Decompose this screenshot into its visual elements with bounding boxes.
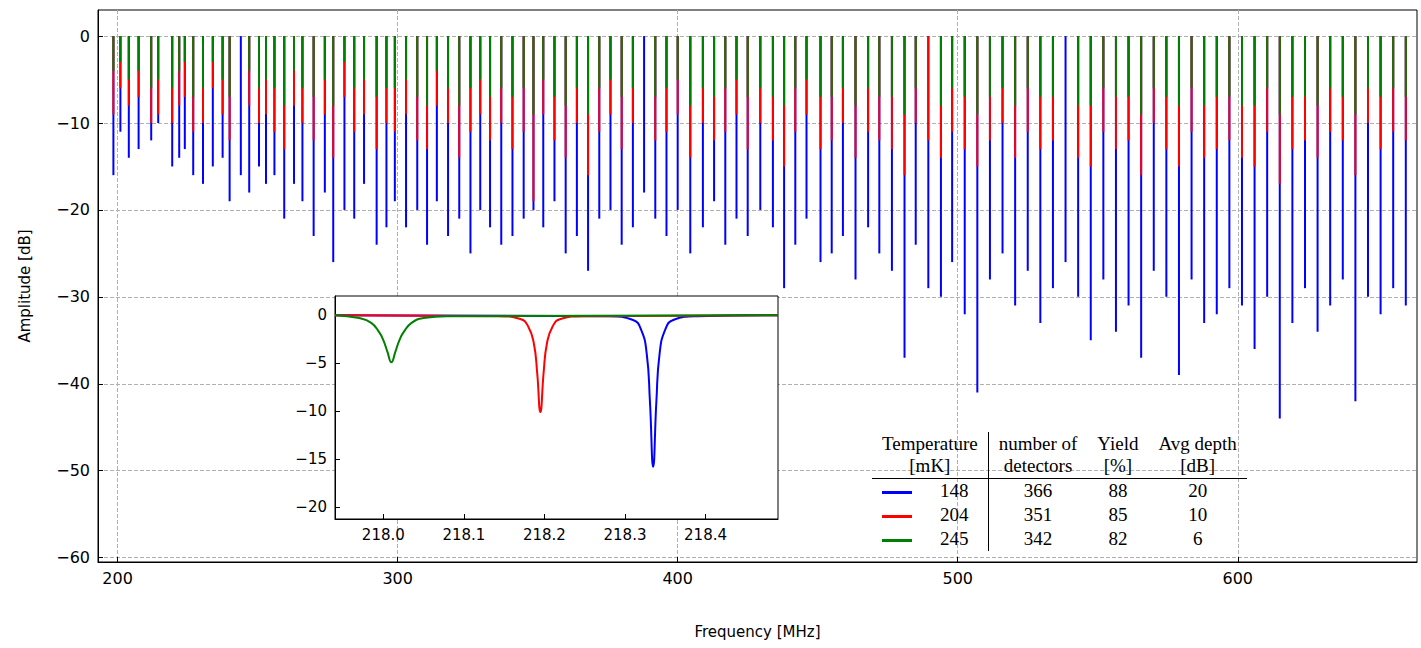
html-text:10: 10 xyxy=(1188,504,1208,525)
html-text:88: 88 xyxy=(1108,480,1128,501)
svg-text:−15: −15 xyxy=(295,450,327,468)
svg-text:−10: −10 xyxy=(295,402,327,420)
svg-text:218.1: 218.1 xyxy=(442,526,485,544)
svg-text:0: 0 xyxy=(80,27,90,46)
html-text:351: 351 xyxy=(1023,504,1053,525)
html-text:number of: number of xyxy=(998,433,1078,454)
svg-text:Frequency [MHz]: Frequency [MHz] xyxy=(694,623,820,641)
svg-text:−10: −10 xyxy=(56,114,90,133)
html-text:Temperature: Temperature xyxy=(882,433,978,454)
html-text:85: 85 xyxy=(1108,504,1128,525)
html-text:20: 20 xyxy=(1188,480,1208,501)
html-text:82: 82 xyxy=(1108,528,1128,549)
svg-text:200: 200 xyxy=(102,569,133,588)
svg-text:218.0: 218.0 xyxy=(362,526,405,544)
svg-text:−50: −50 xyxy=(56,461,90,480)
svg-text:Amplitude [dB]: Amplitude [dB] xyxy=(16,229,34,342)
svg-text:−20: −20 xyxy=(295,498,327,516)
html-text:[mK]: [mK] xyxy=(909,455,951,476)
html-text:366: 366 xyxy=(1023,480,1053,501)
html-text:Avg depth: Avg depth xyxy=(1158,433,1237,454)
html-text:342: 342 xyxy=(1023,528,1053,549)
svg-text:400: 400 xyxy=(662,569,693,588)
svg-text:−5: −5 xyxy=(305,354,327,372)
svg-text:218.3: 218.3 xyxy=(603,526,646,544)
svg-text:218.4: 218.4 xyxy=(684,526,727,544)
html-text:Yield: Yield xyxy=(1097,433,1139,454)
svg-text:−40: −40 xyxy=(56,374,90,393)
svg-text:218.2: 218.2 xyxy=(523,526,566,544)
svg-text:−30: −30 xyxy=(56,287,90,306)
svg-text:0: 0 xyxy=(317,306,327,324)
html-text:204: 204 xyxy=(940,504,969,525)
svg-text:300: 300 xyxy=(382,569,413,588)
html-text:148: 148 xyxy=(940,480,969,501)
html-text:detectors: detectors xyxy=(1003,455,1073,476)
html-text:245: 245 xyxy=(940,528,969,549)
html-text:6: 6 xyxy=(1192,528,1203,549)
svg-text:600: 600 xyxy=(1222,569,1253,588)
html-text:[dB]: [dB] xyxy=(1180,455,1216,476)
svg-text:500: 500 xyxy=(942,569,973,588)
svg-text:−20: −20 xyxy=(56,200,90,219)
svg-text:−60: −60 xyxy=(56,548,90,567)
